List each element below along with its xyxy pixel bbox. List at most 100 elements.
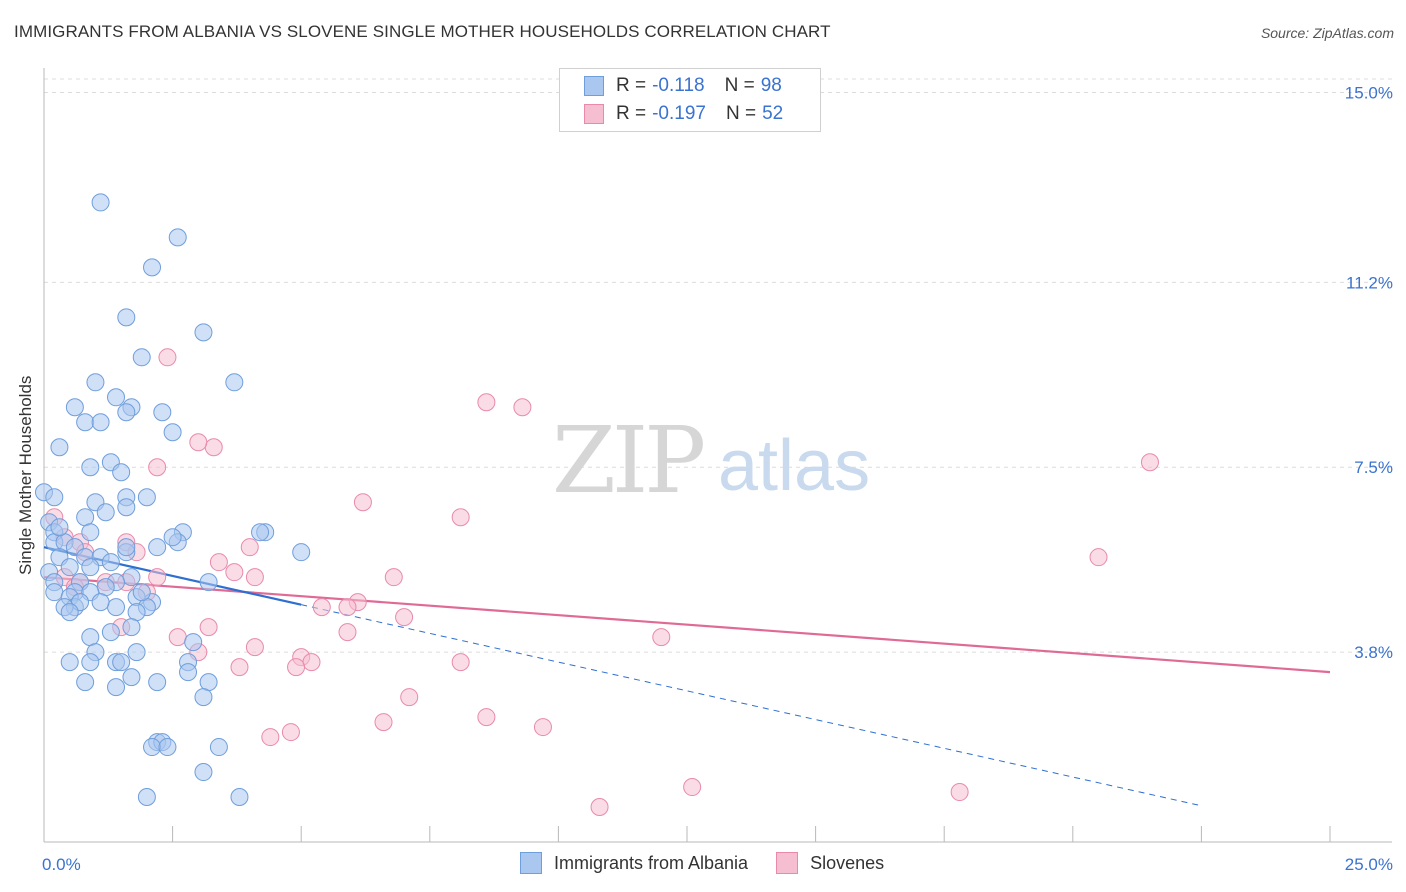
trend-layer [43,546,1331,807]
point-albania [60,603,79,622]
point-albania [251,523,270,542]
y-tick-label: 3.8% [1354,643,1393,662]
point-albania [60,558,79,577]
point-slovenes [168,628,187,647]
point-albania [91,593,110,612]
point-albania [50,438,69,457]
point-albania [112,463,131,482]
point-albania [158,738,177,757]
point-albania [86,373,105,392]
point-slovenes [261,728,280,747]
point-albania [137,488,156,507]
point-slovenes [950,783,969,802]
point-slovenes [148,568,167,587]
point-albania [76,413,95,432]
point-albania [194,763,213,782]
series-swatch-albania [520,852,542,874]
point-albania [81,458,100,477]
point-albania [148,538,167,557]
point-albania [122,668,141,687]
point-albania [91,193,110,212]
point-slovenes [353,493,372,512]
point-slovenes [245,568,264,587]
point-slovenes [477,708,496,727]
grid-layer [44,78,1392,842]
points-slovenes [45,348,1159,817]
point-albania [107,388,126,407]
point-albania [179,663,198,682]
point-albania [45,488,64,507]
point-albania [112,653,131,672]
trend-line-slovenes [43,576,1331,674]
point-slovenes [148,458,167,477]
legend-n-label: N = [724,75,755,96]
points-albania [35,193,311,807]
point-albania [225,373,244,392]
y-axis-label: Single Mother Households [16,375,35,575]
point-slovenes [338,623,357,642]
point-albania [76,508,95,527]
point-slovenes [240,538,259,557]
point-albania [132,348,151,367]
point-slovenes [287,658,306,677]
y-tick-label: 15.0% [1345,83,1393,102]
point-slovenes [477,393,496,412]
point-albania [194,323,213,342]
point-slovenes [158,348,177,367]
point-slovenes [400,688,419,707]
point-albania [117,403,136,422]
series-swatch-slovenes [776,852,799,874]
point-albania [194,688,213,707]
point-slovenes [199,618,218,637]
point-slovenes [1089,548,1108,567]
chart-title: IMMIGRANTS FROM ALBANIA VS SLOVENE SINGL… [14,22,831,41]
point-albania [127,643,146,662]
point-slovenes [230,658,249,677]
point-albania [117,308,136,327]
legend-n-value: 98 [760,75,782,96]
watermark: ZIP atlas [552,407,870,514]
point-albania [199,573,218,592]
y-tick-label: 11.2% [1346,273,1393,292]
point-albania [132,583,151,602]
point-slovenes [209,553,228,572]
point-albania [81,628,100,647]
point-albania [96,578,115,597]
point-albania [107,678,126,697]
point-slovenes [204,438,223,457]
point-albania [50,518,69,537]
legend-swatch-slovenes [584,104,604,124]
watermark-zip: ZIP [552,407,703,514]
legend-swatch-albania [584,76,604,96]
series-legend-albania: Immigrants from Albania [520,852,748,874]
point-albania [230,788,249,807]
point-albania [122,618,141,637]
point-slovenes [281,723,300,742]
watermark-atlas: atlas [718,426,870,506]
legend-r-label: R = [616,75,647,96]
point-albania [81,523,100,542]
point-albania [137,788,156,807]
point-slovenes [395,608,414,627]
legend-row-slovenes: R = -0.197 N = 52 [584,101,783,127]
point-albania [163,423,182,442]
stats-legend: R = -0.118 N = 98 R = -0.197 N = 52 [559,68,821,132]
point-slovenes [1140,453,1159,472]
legend-n-label: N = [725,103,757,124]
point-albania [45,583,64,602]
point-slovenes [312,598,331,617]
point-albania [76,673,95,692]
point-albania [91,413,110,432]
point-albania [101,553,120,572]
point-slovenes [513,398,532,417]
point-albania [101,623,120,642]
point-slovenes [302,653,321,672]
point-slovenes [533,718,552,737]
axis-layer [43,68,1392,843]
point-albania [148,673,167,692]
point-slovenes [374,713,393,732]
point-albania [81,653,100,672]
x-tick-label: 0.0% [42,855,81,874]
legend-r-value: -0.197 [652,103,706,124]
